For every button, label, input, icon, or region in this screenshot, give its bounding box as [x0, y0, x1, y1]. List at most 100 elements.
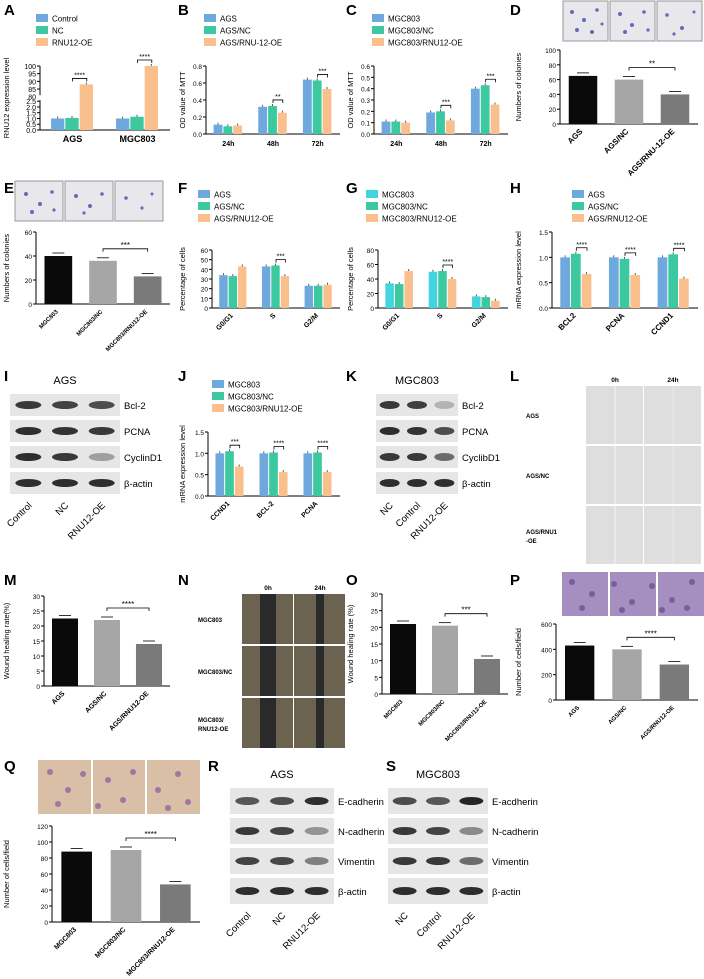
blot-band [88, 479, 115, 487]
legend-label: RNU12-OE [52, 39, 92, 48]
bar [261, 266, 271, 308]
wound-gap [316, 594, 324, 644]
x-tick-label: MGC803 [39, 309, 61, 331]
sig-bracket [102, 248, 149, 252]
bar [110, 850, 142, 922]
lane-label: NC [54, 500, 72, 518]
panel-label-A: A [4, 2, 15, 19]
band-label: Bcl-2 [124, 401, 146, 412]
y-axis-label: Numbers of colonies [2, 234, 11, 303]
blot-band [379, 401, 400, 409]
blot-band [304, 797, 329, 805]
legend-swatch [366, 190, 378, 198]
y-tick-label: 30 [371, 592, 379, 599]
bar [659, 664, 690, 700]
y-tick-label: 0 [552, 122, 556, 129]
blot-band [52, 479, 78, 487]
y-tick-label: 2.5 [26, 99, 36, 106]
blot-band [426, 797, 450, 805]
legend-swatch [204, 14, 216, 22]
blot-band [379, 479, 400, 487]
y-axis-label: mRNA expression level [514, 231, 523, 309]
panel-label-L: L [510, 368, 520, 385]
bar [234, 466, 244, 496]
blot-band [270, 887, 294, 895]
bar [323, 284, 332, 308]
bar [660, 94, 690, 124]
sig-label: *** [277, 253, 285, 260]
sig-bracket [106, 607, 150, 611]
sig-label: **** [317, 440, 328, 447]
blot-band [434, 427, 455, 435]
bar [436, 111, 445, 134]
bar [303, 453, 313, 496]
y-tick-label: 0.5 [26, 122, 36, 129]
sig-label: *** [231, 439, 239, 446]
blot-band [434, 453, 455, 461]
bar [313, 452, 322, 496]
y-axis-label: mRNA expression level [178, 425, 187, 503]
blot-band [459, 857, 484, 865]
blot-band [407, 427, 427, 435]
blot-band [52, 427, 78, 435]
bar [133, 276, 162, 304]
chart-M: Wound healing rate(%) 0 5 10 15 20 25 30 AGS AGS/… [2, 594, 170, 733]
blot-band [459, 827, 484, 835]
x-tick-label: AGS/NC [608, 705, 629, 726]
legend-label: MGC803/RNU12-OE [228, 405, 303, 414]
time-label: 24h [667, 377, 678, 384]
bar [271, 265, 280, 308]
y-tick-label: 0.5 [539, 281, 548, 288]
legend-label: AGS/NC [220, 27, 251, 36]
bar [657, 257, 668, 308]
x-tick-label: CCND1 [649, 311, 675, 337]
y-axis-label: Wound healing rate(%) [2, 602, 11, 679]
bar [213, 124, 223, 134]
chart-P: Number of cells/field 0 200 400 600 AGS AGS/NC… [514, 622, 698, 741]
y-tick-label: 0.6 [193, 81, 202, 88]
time-label: 24h [314, 585, 325, 592]
legend-label: AGS/RNU12-OE [214, 215, 274, 224]
y-tick-label: 80 [41, 856, 49, 863]
chart-G: Percentage of cells 0 20 40 60 80 G0/G1 S G2/M **… [346, 190, 508, 332]
y-axis-label: Percentage of cells [346, 247, 355, 311]
blot-band [88, 401, 115, 409]
sig-bracket [442, 264, 453, 269]
y-tick-label: 20 [33, 624, 41, 631]
y-tick-label: 60 [201, 248, 209, 255]
legend-label: AGS [220, 15, 237, 24]
y-tick-label: 40 [201, 267, 209, 274]
panel-label-S: S [386, 758, 397, 775]
y-tick-label: 20 [41, 904, 49, 911]
y-tick-label: 80 [549, 63, 557, 70]
y-tick-label: 0.0 [26, 128, 36, 135]
sig-label: **** [644, 629, 656, 638]
y-tick-label: 50 [201, 258, 209, 265]
legend-swatch [36, 26, 48, 34]
bar [268, 105, 277, 134]
bar [277, 112, 287, 134]
x-tick-label: MGC803/RNU12-OE [445, 699, 489, 743]
row-label: MGC803/ [198, 718, 224, 724]
blot-band [392, 797, 417, 805]
legend-swatch [36, 38, 48, 46]
sig-label: *** [461, 606, 470, 615]
bar [389, 624, 417, 694]
panel-label-O: O [346, 572, 358, 589]
x-tick-label: S [436, 312, 444, 320]
band-label: CyclibD1 [462, 453, 500, 464]
bar [619, 258, 630, 308]
blot-band [434, 479, 455, 487]
lane-label: RNU12-OE [281, 910, 323, 952]
bar [130, 116, 144, 130]
western-blot-K: MGC803Bcl-2PCNACyclibD1β-actinNCControlR… [376, 375, 500, 542]
x-tick-label: AGS [51, 690, 67, 706]
legend-label: MGC803/RNU12-OE [388, 39, 463, 48]
panel-label-M: M [4, 572, 17, 589]
bar [612, 649, 642, 700]
wound-gap [260, 698, 276, 748]
x-tick-label: BCL-2 [256, 500, 276, 520]
sig-bracket [137, 59, 153, 63]
y-tick-label: 40 [25, 254, 33, 261]
y-tick-label: 0 [36, 684, 40, 691]
